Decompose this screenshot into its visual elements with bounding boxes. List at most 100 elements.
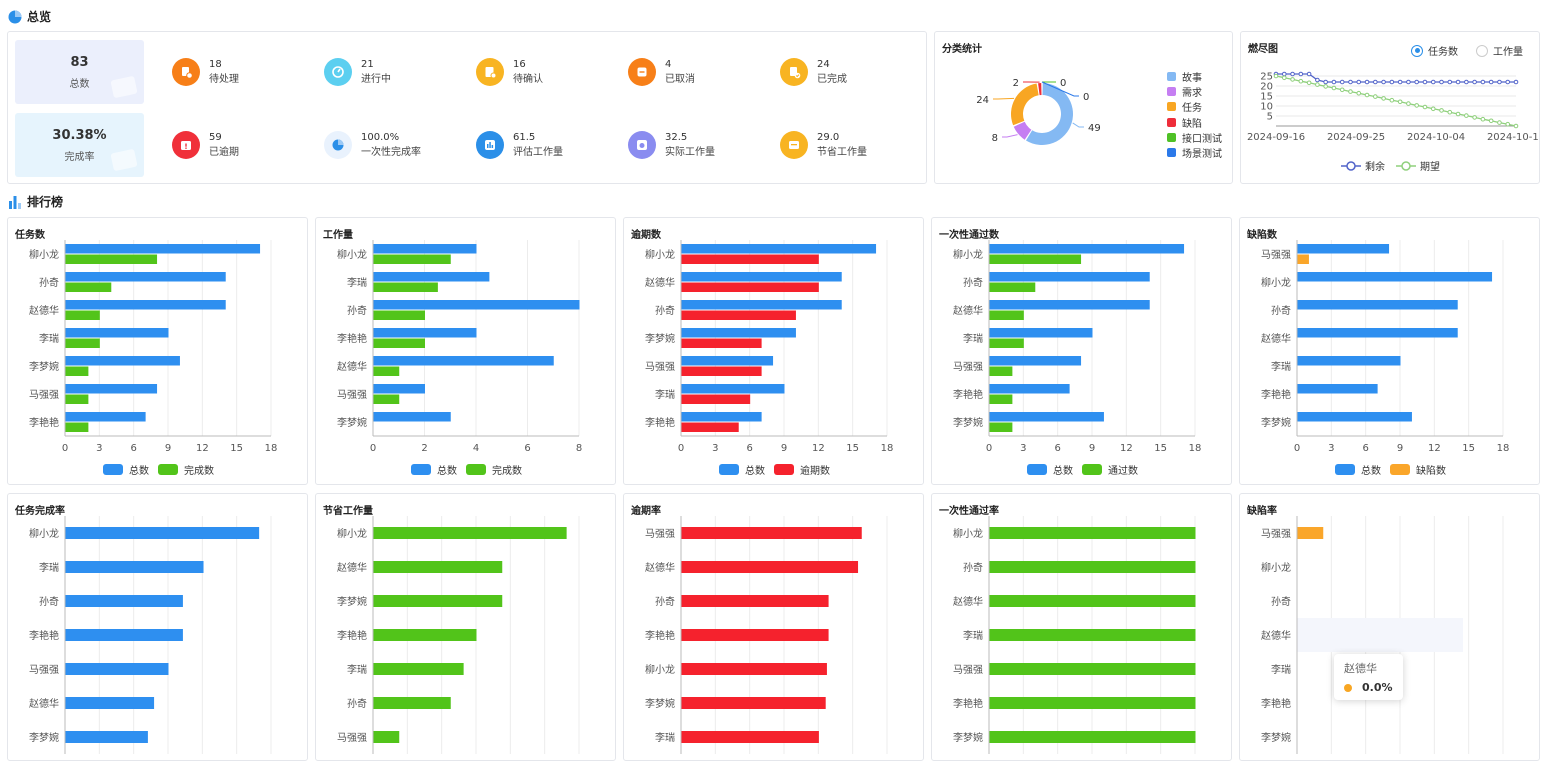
burndown-point[interactable] bbox=[1447, 109, 1453, 115]
bar-通过数[interactable] bbox=[989, 254, 1082, 265]
bar-总数[interactable] bbox=[1297, 300, 1458, 310]
bar-总数[interactable] bbox=[989, 244, 1185, 254]
burndown-point[interactable] bbox=[1339, 79, 1345, 85]
burndown-point[interactable] bbox=[1397, 79, 1403, 85]
burndown-point[interactable] bbox=[1389, 97, 1395, 103]
donut-slice-1[interactable] bbox=[1013, 121, 1032, 140]
burndown-point[interactable] bbox=[1373, 79, 1378, 85]
legend-item-1[interactable]: 需求 bbox=[1167, 84, 1202, 99]
legend-label[interactable]: 通过数 bbox=[1108, 464, 1138, 477]
bar-通过数[interactable] bbox=[989, 310, 1024, 321]
burndown-point[interactable] bbox=[1381, 96, 1386, 101]
bar-value[interactable] bbox=[989, 527, 1196, 539]
burndown-point[interactable] bbox=[1331, 85, 1337, 91]
bar-完成数[interactable] bbox=[373, 338, 426, 349]
bar-完成数[interactable] bbox=[65, 366, 89, 377]
bar-value[interactable] bbox=[681, 697, 826, 709]
bar-value[interactable] bbox=[373, 527, 567, 539]
bar-总数[interactable] bbox=[989, 300, 1150, 310]
burndown-point[interactable] bbox=[1439, 79, 1444, 85]
legend-label[interactable]: 完成数 bbox=[184, 464, 214, 477]
bar-value[interactable] bbox=[989, 697, 1196, 709]
burndown-point[interactable] bbox=[1464, 79, 1469, 85]
bar-value[interactable] bbox=[65, 629, 183, 641]
legend-item-0[interactable]: 故事 bbox=[1167, 69, 1202, 84]
burndown-point[interactable] bbox=[1505, 121, 1511, 127]
bar-总数[interactable] bbox=[681, 244, 877, 254]
bar-value[interactable] bbox=[681, 731, 819, 743]
legend-label[interactable]: 总数 bbox=[1361, 464, 1381, 477]
radio-task-count[interactable]: 任务数 bbox=[1411, 43, 1458, 58]
burndown-point[interactable] bbox=[1414, 79, 1419, 85]
bar-value[interactable] bbox=[989, 731, 1196, 743]
burndown-point[interactable] bbox=[1480, 79, 1486, 85]
bar-value[interactable] bbox=[681, 527, 862, 539]
legend-label[interactable]: 总数 bbox=[745, 464, 765, 477]
bar-总数[interactable] bbox=[373, 384, 426, 394]
bar-总数[interactable] bbox=[989, 328, 1093, 338]
bar-逾期数[interactable] bbox=[681, 310, 796, 321]
bar-value[interactable] bbox=[989, 561, 1196, 573]
burndown-point[interactable] bbox=[1348, 79, 1353, 85]
burndown-point[interactable] bbox=[1290, 71, 1295, 77]
bar-总数[interactable] bbox=[1297, 272, 1493, 282]
bar-总数[interactable] bbox=[1297, 384, 1378, 394]
legend-item-2[interactable]: 任务 bbox=[1167, 99, 1202, 114]
bar-总数[interactable] bbox=[1297, 356, 1401, 366]
bar-总数[interactable] bbox=[65, 272, 226, 282]
bar-总数[interactable] bbox=[1297, 328, 1458, 338]
burndown-point[interactable] bbox=[1298, 78, 1304, 84]
burndown-point[interactable] bbox=[1422, 79, 1428, 85]
bar-value[interactable] bbox=[373, 697, 451, 709]
bar-value[interactable] bbox=[65, 697, 155, 709]
bar-value[interactable] bbox=[373, 561, 503, 573]
burndown-point[interactable] bbox=[1364, 79, 1370, 85]
bar-value[interactable] bbox=[681, 629, 829, 641]
bar-总数[interactable] bbox=[373, 244, 477, 254]
bar-总数[interactable] bbox=[681, 384, 785, 394]
burndown-point[interactable] bbox=[1348, 89, 1353, 94]
bar-完成数[interactable] bbox=[373, 282, 438, 293]
legend-label[interactable]: 剩余 bbox=[1365, 160, 1385, 173]
bar-逾期数[interactable] bbox=[681, 422, 739, 433]
bar-逾期数[interactable] bbox=[681, 394, 751, 405]
legend-label[interactable]: 缺陷数 bbox=[1416, 464, 1446, 477]
bar-总数[interactable] bbox=[989, 412, 1104, 422]
bar-完成数[interactable] bbox=[65, 394, 89, 405]
bar-逾期数[interactable] bbox=[681, 338, 762, 349]
burndown-point[interactable] bbox=[1505, 79, 1511, 85]
burndown-point[interactable] bbox=[1472, 115, 1477, 120]
burndown-point[interactable] bbox=[1306, 80, 1312, 86]
burndown-point[interactable] bbox=[1472, 79, 1477, 85]
bar-总数[interactable] bbox=[373, 328, 477, 338]
legend-label[interactable]: 逾期数 bbox=[800, 464, 830, 477]
bar-总数[interactable] bbox=[989, 384, 1070, 394]
legend-item-3[interactable]: 缺陷 bbox=[1167, 115, 1202, 130]
burndown-point[interactable] bbox=[1339, 87, 1345, 93]
burndown-point[interactable] bbox=[1513, 123, 1519, 129]
bar-完成数[interactable] bbox=[65, 310, 100, 321]
bar-value[interactable] bbox=[373, 663, 464, 675]
burndown-point[interactable] bbox=[1422, 104, 1428, 110]
bar-value[interactable] bbox=[1297, 527, 1324, 539]
bar-总数[interactable] bbox=[373, 272, 490, 282]
bar-完成数[interactable] bbox=[373, 366, 400, 377]
bar-总数[interactable] bbox=[65, 244, 261, 254]
bar-value[interactable] bbox=[989, 663, 1196, 675]
bar-完成数[interactable] bbox=[373, 310, 426, 321]
bar-总数[interactable] bbox=[681, 272, 842, 282]
burndown-point[interactable] bbox=[1323, 84, 1328, 89]
bar-总数[interactable] bbox=[681, 300, 842, 310]
bar-value[interactable] bbox=[681, 561, 859, 573]
legend-label[interactable]: 期望 bbox=[1420, 160, 1440, 173]
bar-逾期数[interactable] bbox=[681, 254, 819, 265]
bar-总数[interactable] bbox=[681, 412, 762, 422]
burndown-point[interactable] bbox=[1364, 92, 1370, 98]
burndown-point[interactable] bbox=[1331, 79, 1337, 85]
burndown-point[interactable] bbox=[1497, 79, 1502, 85]
bar-通过数[interactable] bbox=[989, 422, 1013, 433]
bar-value[interactable] bbox=[373, 595, 503, 607]
burndown-point[interactable] bbox=[1373, 94, 1378, 99]
burndown-point[interactable] bbox=[1290, 77, 1295, 82]
bar-完成数[interactable] bbox=[373, 394, 400, 405]
